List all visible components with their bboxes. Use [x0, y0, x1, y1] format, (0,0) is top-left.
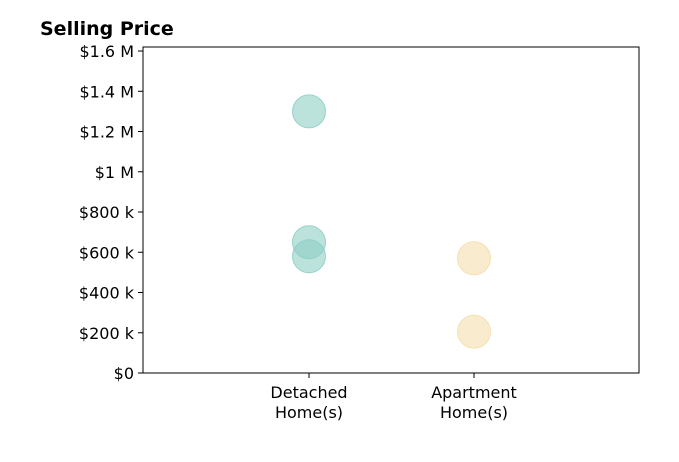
x-tick-label: Apartment Home(s)	[431, 383, 517, 422]
plot-border	[142, 46, 640, 374]
x-axis: Detached Home(s) Apartment Home(s)	[270, 373, 517, 422]
y-tick-label: $1.4 M	[79, 82, 134, 101]
chart-title: Selling Price	[40, 18, 174, 40]
y-tick-label: $1.2 M	[79, 123, 134, 142]
data-point	[292, 239, 326, 274]
y-tick-label: $0	[114, 364, 134, 383]
y-tick-label: $1 M	[95, 163, 134, 182]
y-tick-label: $800 k	[79, 203, 135, 222]
data-point	[457, 314, 491, 349]
y-axis: $0 $200 k $400 k $600 k $800 k $1 M $1.2 M $1.4…	[79, 42, 143, 383]
y-tick-label: $400 k	[79, 284, 135, 303]
x-tick-label: Detached Home(s)	[270, 383, 347, 422]
data-point	[292, 94, 326, 129]
y-tick-label: $600 k	[79, 243, 135, 262]
y-tick-label: $1.6 M	[79, 42, 134, 61]
data-points	[292, 94, 491, 349]
data-point	[457, 241, 491, 276]
y-tick-label: $200 k	[79, 324, 135, 343]
plot-area	[142, 46, 640, 374]
